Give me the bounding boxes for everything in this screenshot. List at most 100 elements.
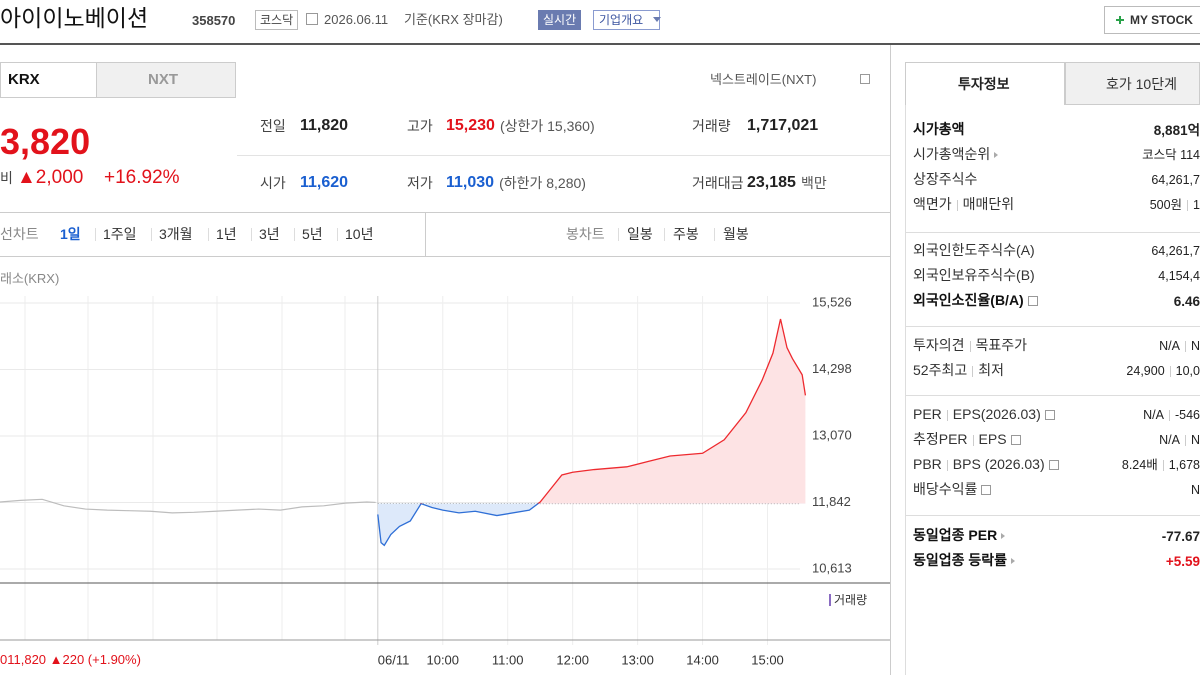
info-label: PER EPS(2026.03) — [913, 407, 1055, 421]
realtime-button[interactable]: 실시간 — [538, 10, 582, 30]
info-label: 시가총액순위 — [913, 147, 999, 161]
x-tick-label: 15:00 — [751, 652, 784, 667]
period-option[interactable]: 1년 — [216, 226, 237, 242]
company-name: 아이이노베이션 — [0, 5, 149, 31]
legend-swatch — [829, 594, 831, 606]
x-tick-label: 11:00 — [492, 652, 524, 667]
tab-label[interactable]: KRX — [8, 71, 40, 88]
info-label-part: 액면가 — [913, 196, 952, 212]
separator — [1187, 200, 1189, 212]
info-value: 8,881억 — [1154, 124, 1200, 138]
info-label-part: 투자의견 — [913, 337, 965, 353]
info-value: +5.59 — [1166, 555, 1200, 569]
period-option[interactable]: 3년 — [259, 226, 280, 242]
help-icon[interactable] — [1027, 296, 1038, 307]
separator — [972, 434, 974, 446]
info-divider — [905, 326, 1200, 327]
period-sep — [294, 228, 295, 241]
info-label-part: EPS(2026.03) — [952, 406, 1041, 422]
calendar-icon — [306, 13, 318, 25]
help-icon[interactable] — [1048, 460, 1059, 471]
mystock-button[interactable] — [1104, 6, 1200, 34]
info-value: 코스닥 114 — [1142, 149, 1200, 162]
info-value: 4,154,4 — [1158, 270, 1200, 283]
info-tab-label[interactable]: 호가 10단계 — [1106, 76, 1177, 92]
tab-nxt[interactable] — [96, 62, 236, 98]
info-label-part: 외국인보유주식수(B) — [913, 267, 1035, 283]
info-value: 24,900 10,0 — [1126, 365, 1200, 378]
previous-day-line — [0, 498, 376, 514]
stat-label: 시가 — [260, 175, 286, 191]
period-sep — [151, 228, 152, 241]
info-label-part: 배당수익률 — [913, 481, 978, 497]
stat-value: 11,820 — [300, 117, 349, 134]
info-value-part: N/A — [1143, 408, 1164, 422]
help-icon[interactable] — [1010, 435, 1021, 446]
panel-border — [890, 45, 891, 675]
info-value-part: N — [1190, 483, 1200, 497]
period-sep — [251, 228, 252, 241]
info-label: 52주최고 최저 — [913, 363, 1004, 377]
info-value-part: N/A — [1159, 433, 1180, 447]
info-value: N/A N — [1159, 434, 1200, 447]
help-icon[interactable] — [1044, 410, 1055, 421]
stat-value: 23,185 — [747, 174, 796, 191]
info-value: N/A N — [1159, 340, 1200, 353]
info-label-part: 동일업종 등락률 — [913, 552, 1008, 568]
period-option[interactable]: 5년 — [302, 226, 323, 242]
period-sep — [664, 228, 665, 241]
info-value-part: N/A — [1159, 339, 1180, 353]
info-label-part: EPS — [978, 431, 1007, 447]
arrow-icon — [1011, 558, 1016, 565]
info-value-part: -77.67 — [1161, 529, 1200, 544]
candle-option[interactable]: 월봉 — [723, 226, 749, 242]
x-tick-label: 13:00 — [621, 652, 654, 667]
info-label-part: 시가총액 — [913, 121, 965, 137]
info-tab[interactable] — [905, 62, 1065, 105]
mystock-label[interactable]: MY STOCK — [1130, 13, 1193, 27]
help-icon[interactable] — [860, 74, 870, 84]
help-icon[interactable] — [981, 485, 992, 496]
info-value: N — [1191, 484, 1200, 497]
stat-value: 1,717,021 — [747, 117, 819, 134]
period-option[interactable]: 3개월 — [159, 226, 193, 242]
separator — [1168, 410, 1170, 422]
info-value-part: 24,900 — [1126, 364, 1165, 378]
info-label: 액면가 매매단위 — [913, 197, 1014, 211]
period-option[interactable]: 1일 — [60, 226, 81, 242]
y-tick-label: 14,298 — [812, 361, 852, 376]
info-label-part: 매매단위 — [962, 196, 1015, 212]
info-value-part: 10,0 — [1175, 364, 1200, 378]
tab-label[interactable]: NXT — [148, 71, 178, 88]
x-tick-label: 12:00 — [556, 652, 589, 667]
separator — [1184, 435, 1186, 447]
stat-note: 백만 — [800, 175, 827, 191]
stat-value: 11,620 — [300, 174, 349, 191]
stat-label: 고가 — [407, 118, 433, 134]
period-option[interactable]: 10년 — [345, 226, 374, 242]
candle-option[interactable]: 일봉 — [627, 226, 653, 242]
candle-chart-label: 봉차트 — [566, 226, 605, 242]
change-label: 비 — [0, 170, 13, 186]
info-label-part: 최저 — [978, 362, 1004, 378]
info-label: 외국인한도주식수(A) — [913, 243, 1035, 257]
tab-krx[interactable] — [0, 62, 96, 98]
info-label: 외국인소진율(B/A) — [913, 293, 1038, 307]
info-label-part: 목표주가 — [975, 337, 1028, 353]
period-sep — [714, 228, 715, 241]
date: 2026.06.11 — [324, 12, 389, 27]
nxt-link[interactable]: 넥스트레이드(NXT) — [710, 72, 817, 87]
info-label: 동일업종 등락률 — [913, 552, 1016, 568]
plus-icon — [1119, 16, 1121, 24]
line-chart-label: 선차트 — [0, 226, 39, 242]
info-divider — [905, 395, 1200, 396]
info-label-part: 52주최고 — [913, 362, 968, 378]
x-tick-label: 14:00 — [686, 652, 719, 667]
overview-button[interactable]: 기업개요 — [593, 10, 661, 30]
candle-option[interactable]: 주봉 — [673, 226, 699, 242]
separator — [1162, 460, 1164, 472]
dropdown-arrow — [653, 17, 661, 22]
period-option[interactable]: 1주일 — [103, 226, 137, 242]
info-value: 64,261,7 — [1151, 174, 1200, 187]
info-tab-label[interactable]: 투자정보 — [958, 76, 1010, 92]
